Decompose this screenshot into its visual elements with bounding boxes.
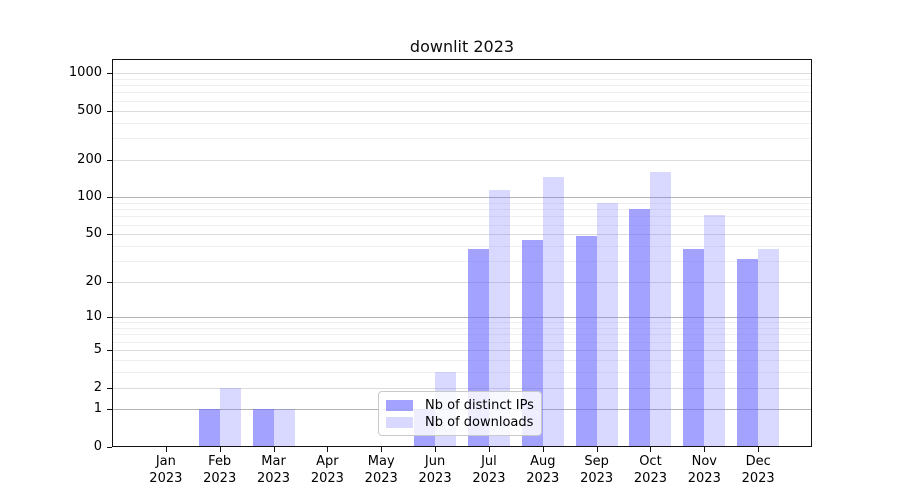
bar-distinct-ips-feb-2023: [198, 409, 220, 446]
gridline-100: [113, 197, 811, 199]
gridline-minor: [113, 122, 811, 124]
y-tick-label: 1000: [68, 65, 102, 81]
gridline-minor: [113, 100, 811, 102]
gridline-minor: [113, 246, 811, 248]
x-tick-mark: [596, 447, 598, 452]
gridline-5: [113, 350, 811, 352]
bar-distinct-ips-dec-2023: [737, 259, 759, 446]
legend: Nb of distinct IPs Nb of downloads: [378, 391, 542, 436]
y-tick-label: 20: [85, 274, 102, 290]
y-tick-mark: [107, 350, 112, 352]
bar-downloads-dec-2023: [758, 248, 780, 446]
y-tick-mark: [107, 447, 112, 448]
gridline-minor: [113, 359, 811, 361]
gridline-minor: [113, 261, 811, 263]
x-tick-label: Jun 2023: [418, 454, 452, 486]
x-tick-label: Nov 2023: [687, 454, 721, 486]
bar-distinct-ips-oct-2023: [629, 209, 651, 446]
gridline-20: [113, 282, 811, 284]
bar-downloads-aug-2023: [542, 177, 564, 446]
y-tick-label: 1: [93, 401, 102, 417]
y-tick-label: 10: [85, 309, 102, 325]
y-tick-label: 2: [93, 379, 102, 395]
x-tick-label: Jul 2023: [472, 454, 506, 486]
y-tick-mark: [107, 110, 112, 112]
downloads-swatch-icon: [386, 417, 413, 428]
bar-downloads-sep-2023: [596, 202, 618, 446]
y-tick-label: 500: [77, 102, 102, 118]
bar-distinct-ips-sep-2023: [575, 236, 597, 446]
bar-downloads-jul-2023: [488, 189, 510, 446]
bar-distinct-ips-mar-2023: [252, 409, 274, 446]
y-tick-mark: [107, 282, 112, 284]
gridline-minor: [113, 85, 811, 87]
bar-distinct-ips-nov-2023: [683, 248, 705, 446]
x-tick-mark: [488, 447, 490, 452]
gridline-minor: [113, 334, 811, 336]
x-tick-label: Oct 2023: [633, 454, 667, 486]
y-tick-label: 0: [93, 439, 102, 454]
y-tick-mark: [107, 409, 112, 411]
x-tick-mark: [435, 447, 437, 452]
chart-title: downlit 2023: [409, 37, 515, 56]
y-tick-mark: [107, 73, 112, 75]
x-tick-mark: [542, 447, 544, 452]
bar-downloads-oct-2023: [650, 172, 672, 446]
gridline-minor: [113, 216, 811, 218]
legend-label-downloads: Nb of downloads: [425, 415, 534, 430]
gridline-500: [113, 110, 811, 112]
gridline-2: [113, 387, 811, 389]
x-tick-label: Feb 2023: [203, 454, 237, 486]
legend-label-distinct-ips: Nb of distinct IPs: [425, 398, 534, 413]
gridline-50: [113, 234, 811, 236]
y-tick-mark: [107, 317, 112, 319]
legend-row-distinct-ips: Nb of distinct IPs: [386, 398, 534, 413]
x-tick-mark: [381, 447, 383, 452]
y-tick-label: 200: [77, 152, 102, 168]
y-tick-mark: [107, 197, 112, 199]
bar-downloads-feb-2023: [219, 387, 241, 446]
y-tick-label: 100: [77, 189, 102, 205]
gridline-1000: [113, 73, 811, 75]
y-tick-label: 50: [85, 226, 102, 242]
distinct-ips-swatch-icon: [386, 400, 413, 411]
x-tick-label: Apr 2023: [310, 454, 344, 486]
gridline-minor: [113, 92, 811, 94]
y-tick-label: 5: [93, 342, 102, 358]
y-tick-mark: [107, 234, 112, 236]
gridline-minor: [113, 341, 811, 343]
x-tick-label: May 2023: [364, 454, 398, 486]
gridline-minor: [113, 328, 811, 330]
y-tick-mark: [107, 387, 112, 389]
x-tick-label: Dec 2023: [741, 454, 775, 486]
x-tick-mark: [219, 447, 221, 452]
gridline-minor: [113, 138, 811, 140]
gridline-minor: [113, 78, 811, 80]
x-tick-mark: [650, 447, 652, 452]
gridline-minor: [113, 224, 811, 226]
x-tick-mark: [758, 447, 760, 452]
x-tick-label: Aug 2023: [526, 454, 560, 486]
x-tick-label: Jan 2023: [149, 454, 183, 486]
y-tick-mark: [107, 160, 112, 162]
x-tick-mark: [704, 447, 706, 452]
x-tick-label: Sep 2023: [580, 454, 614, 486]
bar-downloads-nov-2023: [704, 214, 726, 446]
x-tick-mark: [273, 447, 275, 452]
bar-downloads-mar-2023: [273, 409, 295, 446]
gridline-minor: [113, 371, 811, 373]
legend-row-downloads: Nb of downloads: [386, 415, 533, 430]
gridline-10: [113, 317, 811, 319]
x-tick-mark: [327, 447, 329, 452]
gridline-minor: [113, 202, 811, 204]
gridline-200: [113, 160, 811, 162]
gridline-minor: [113, 209, 811, 211]
x-tick-label: Mar 2023: [256, 454, 291, 486]
gridline-minor: [113, 322, 811, 324]
x-tick-mark: [165, 447, 167, 452]
